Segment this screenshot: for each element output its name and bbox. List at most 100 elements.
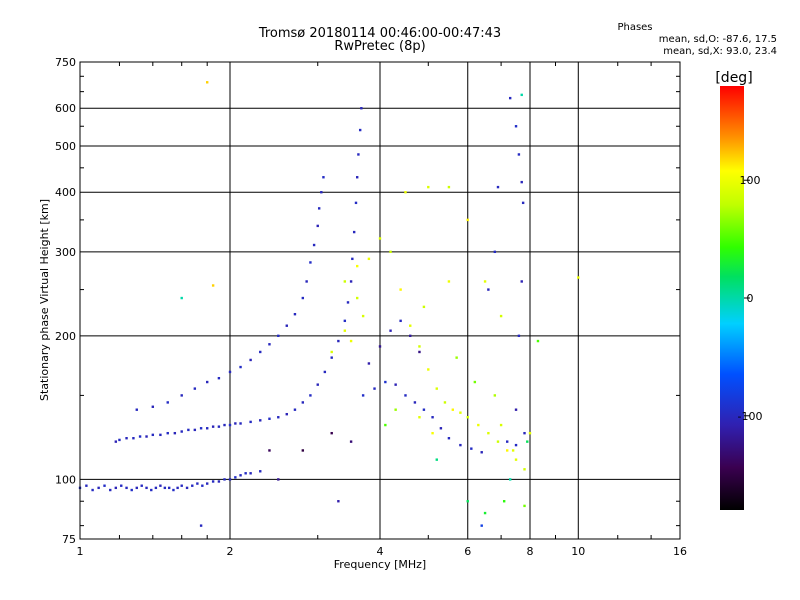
point-3-9	[427, 368, 430, 371]
point-4-15	[523, 431, 526, 435]
y-tick-label-2: 200	[55, 330, 76, 343]
point-2-20	[317, 207, 321, 210]
point-4-47	[199, 524, 203, 527]
point-4-51	[211, 284, 215, 287]
point-3-14	[466, 416, 469, 419]
point-4-46	[205, 81, 209, 84]
point-0-1	[85, 484, 88, 487]
point-0-8	[125, 486, 128, 490]
point-0-9	[130, 488, 133, 492]
point-4-11	[470, 447, 473, 450]
point-2-9	[249, 358, 252, 362]
point-4-14	[514, 443, 518, 447]
point-3-8	[418, 345, 421, 348]
point-1-30	[323, 370, 327, 374]
point-2-1	[151, 405, 155, 408]
point-1-42	[360, 107, 363, 110]
point-0-30	[234, 476, 237, 479]
point-3-23	[447, 185, 451, 189]
point-3-20	[523, 468, 526, 471]
point-1-26	[293, 408, 297, 411]
colorbar-tick-label-0: 100	[740, 174, 761, 187]
point-1-22	[259, 419, 262, 422]
point-0-34	[259, 470, 262, 473]
point-2-13	[285, 324, 288, 327]
point-0-23	[196, 482, 199, 485]
point-1-6	[151, 433, 155, 437]
point-2-18	[312, 243, 316, 247]
point-1-1	[118, 438, 121, 442]
point-4-44	[536, 339, 540, 343]
point-4-57	[455, 356, 458, 359]
point-4-2	[384, 380, 387, 384]
point-4-22	[508, 96, 512, 100]
x-tick-label-3: 6	[464, 545, 471, 558]
point-2-19	[316, 224, 319, 228]
x-tick-label-0: 1	[77, 545, 84, 558]
point-4-39	[466, 500, 469, 503]
point-0-24	[201, 484, 204, 487]
point-4-65	[431, 431, 434, 435]
point-0-31	[239, 474, 242, 477]
point-3-3	[367, 257, 371, 261]
point-4-12	[480, 451, 483, 454]
point-1-25	[285, 412, 288, 416]
point-4-56	[422, 305, 426, 309]
point-2-2	[166, 401, 169, 404]
point-1-16	[217, 425, 221, 428]
point-1-31	[330, 356, 333, 359]
point-4-67	[361, 314, 365, 318]
point-4-32	[493, 250, 497, 254]
point-4-33	[487, 288, 490, 291]
x-tick-label-5: 10	[571, 545, 585, 558]
point-1-5	[145, 435, 148, 438]
point-3-15	[477, 423, 480, 427]
point-1-17	[223, 423, 226, 427]
point-2-11	[268, 343, 271, 346]
point-4-23	[514, 125, 518, 128]
point-0-13	[150, 488, 153, 492]
point-4-61	[511, 449, 515, 452]
point-0-17	[167, 486, 171, 490]
point-4-0	[361, 394, 365, 397]
point-4-41	[502, 500, 506, 503]
point-4-7	[431, 416, 434, 419]
point-3-19	[514, 458, 518, 461]
point-4-34	[268, 449, 271, 452]
y-axis: 75 100 200 300 400 500 600 750	[55, 56, 76, 546]
point-4-50	[180, 296, 183, 300]
y-tick-label-1: 100	[55, 473, 76, 486]
point-2-8	[239, 365, 242, 369]
point-4-3	[394, 383, 397, 386]
point-3-16	[487, 431, 490, 435]
point-4-54	[526, 440, 529, 443]
point-0-3	[97, 486, 100, 490]
y-tick-label-7: 750	[55, 56, 76, 69]
point-3-13	[459, 411, 462, 414]
point-2-16	[305, 280, 308, 283]
x-tick-label-2: 4	[377, 545, 384, 558]
point-1-7	[159, 433, 162, 437]
point-0-33	[249, 472, 252, 475]
point-2-22	[322, 176, 325, 179]
point-4-30	[520, 93, 523, 97]
point-4-17	[378, 345, 382, 348]
point-4-38	[435, 458, 438, 461]
point-2-14	[293, 312, 297, 316]
y-tick-label-5: 500	[55, 140, 76, 153]
point-3-22	[427, 185, 430, 189]
x-tick-label-6: 16	[673, 545, 687, 558]
point-0-14	[154, 486, 158, 490]
point-2-6	[217, 376, 221, 380]
point-3-4	[378, 237, 382, 240]
point-4-55	[447, 280, 451, 283]
x-axis: 1 2 4 6 8 10 16	[77, 545, 688, 558]
point-0-25	[205, 482, 209, 485]
point-3-21	[404, 191, 407, 194]
y-tick-label-6: 600	[55, 102, 76, 115]
point-2-15	[301, 296, 305, 300]
x-tick-label-4: 8	[527, 545, 534, 558]
point-4-43	[528, 431, 532, 435]
point-0-10	[135, 486, 138, 490]
